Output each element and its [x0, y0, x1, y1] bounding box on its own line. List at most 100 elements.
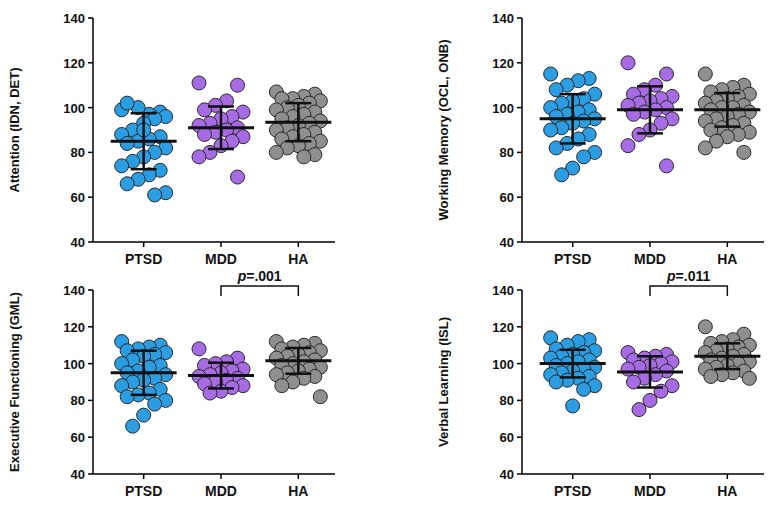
x-tick [143, 474, 145, 479]
y-tick-label: 40 [71, 467, 85, 482]
mean-line [694, 355, 760, 358]
point [148, 188, 162, 202]
x-tick-label: MDD [205, 483, 237, 499]
y-tick [517, 326, 522, 328]
mean-line [540, 117, 606, 120]
point [120, 177, 134, 191]
point [621, 56, 635, 70]
point [192, 150, 206, 164]
sd-cap [637, 132, 663, 135]
panel: 406080100120140PTSDMDDHAExecutive Functi… [7, 268, 336, 499]
point [555, 168, 569, 182]
sd-cap [560, 93, 586, 96]
y-tick-label: 140 [492, 283, 514, 298]
point [115, 159, 129, 173]
mean-line [540, 362, 606, 365]
point [621, 139, 635, 153]
point [632, 403, 646, 417]
point [737, 145, 751, 159]
point [313, 390, 327, 404]
y-tick-label: 40 [500, 467, 514, 482]
x-tick [298, 474, 300, 479]
y-tick-label: 120 [63, 320, 85, 335]
significance-bracket: p=.011 [650, 268, 727, 296]
point [126, 419, 140, 433]
y-axis-label: Working Memory (OCL, ONB) [436, 39, 451, 220]
y-tick [88, 152, 93, 154]
y-tick-label: 100 [492, 101, 514, 116]
y-tick-label: 120 [492, 56, 514, 71]
sd-cap [285, 102, 311, 105]
sd-cap [131, 394, 157, 397]
sd-cap [208, 148, 234, 151]
marks [540, 56, 761, 182]
x-tick-label: MDD [205, 251, 237, 267]
point [192, 76, 206, 90]
y-tick [517, 196, 522, 198]
y-tick-label: 80 [500, 145, 514, 160]
sd-cap [285, 140, 311, 143]
bracket-line [650, 286, 727, 296]
x-tick [220, 242, 222, 247]
y-tick [517, 17, 522, 19]
panel: 406080100120140PTSDMDDHAAttention (IDN, … [7, 11, 336, 267]
y-tick [88, 289, 93, 291]
y-tick-label: 100 [63, 357, 85, 372]
y-tick-label: 60 [500, 190, 514, 205]
y-tick [88, 400, 93, 402]
y-tick [517, 400, 522, 402]
point [704, 369, 718, 383]
y-tick [88, 326, 93, 328]
annotation-part: p [666, 268, 676, 284]
x-tick [649, 474, 651, 479]
annotation-part: =.001 [246, 268, 282, 284]
point [660, 159, 674, 173]
y-tick-label: 80 [500, 393, 514, 408]
mean-line [694, 108, 760, 111]
sd-cap [560, 376, 586, 379]
x-tick-label: HA [288, 483, 308, 499]
y-axis [92, 18, 94, 242]
panel: 406080100120140PTSDMDDHAVerbal Learning … [436, 268, 765, 499]
point [275, 379, 289, 393]
sd-cap [714, 92, 740, 95]
sd-cap [560, 349, 586, 352]
point [544, 123, 558, 137]
y-axis [92, 290, 94, 474]
y-axis [521, 290, 523, 474]
y-tick-label: 100 [492, 357, 514, 372]
x-tick [727, 242, 729, 247]
y-tick [517, 241, 522, 243]
x-tick-label: PTSD [125, 251, 162, 267]
y-tick-label: 140 [63, 11, 85, 26]
x-tick-label: MDD [634, 251, 666, 267]
x-tick-label: PTSD [554, 251, 591, 267]
sd-cap [714, 368, 740, 371]
annotation-part: p [237, 268, 247, 284]
x-tick-label: PTSD [125, 483, 162, 499]
x-tick [220, 474, 222, 479]
x-tick-label: HA [717, 251, 737, 267]
y-tick-label: 120 [492, 320, 514, 335]
y-tick-label: 60 [71, 190, 85, 205]
y-tick-label: 40 [71, 235, 85, 250]
y-tick-label: 120 [63, 56, 85, 71]
sd-cap [637, 386, 663, 389]
point [137, 408, 151, 422]
y-tick [88, 196, 93, 198]
y-tick [517, 289, 522, 291]
point [198, 103, 212, 117]
y-tick [88, 363, 93, 365]
y-tick-label: 80 [71, 145, 85, 160]
mean-line [265, 121, 331, 124]
sd-cap [208, 105, 234, 108]
point [231, 78, 245, 92]
sd-cap [637, 85, 663, 88]
y-axis-label: Verbal Learning (ISL) [436, 317, 451, 447]
mean-line [111, 140, 177, 143]
y-tick-label: 140 [492, 11, 514, 26]
mean-line [265, 359, 331, 362]
x-tick [298, 242, 300, 247]
point [120, 96, 134, 110]
mean-line [188, 126, 254, 129]
